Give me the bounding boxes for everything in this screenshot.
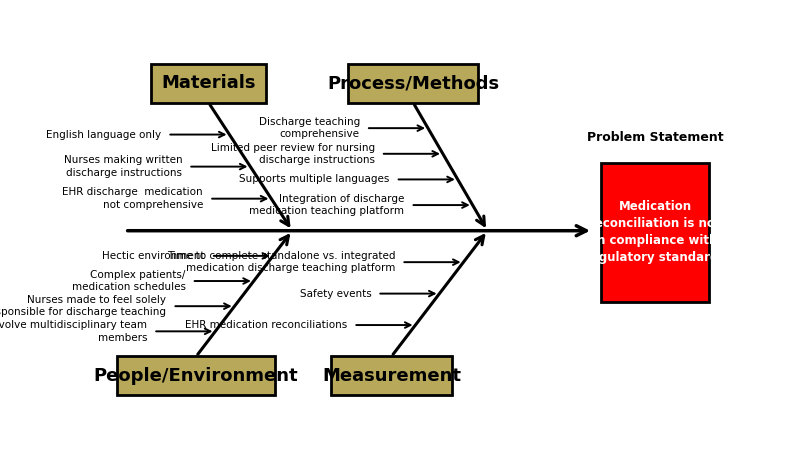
FancyBboxPatch shape (331, 356, 452, 395)
Text: Involve multidisciplinary team
members: Involve multidisciplinary team members (0, 320, 147, 342)
FancyBboxPatch shape (151, 64, 266, 103)
Text: EHR discharge  medication
not comprehensive: EHR discharge medication not comprehensi… (62, 188, 203, 210)
Text: Complex patients/
medication schedules: Complex patients/ medication schedules (71, 270, 186, 292)
Text: Nurses making written
discharge instructions: Nurses making written discharge instruct… (63, 155, 182, 178)
Text: Materials: Materials (162, 74, 256, 92)
Text: Integration of discharge
medication teaching platform: Integration of discharge medication teac… (250, 194, 405, 216)
Text: Hectic environment: Hectic environment (102, 251, 205, 261)
FancyBboxPatch shape (348, 64, 478, 103)
Text: EHR medication reconciliations: EHR medication reconciliations (185, 320, 347, 330)
Text: Time to complete standalone vs. integrated
medication discharge teaching platfor: Time to complete standalone vs. integrat… (166, 251, 395, 273)
Text: People/Environment: People/Environment (94, 367, 298, 385)
Text: Problem Statement: Problem Statement (586, 130, 723, 144)
Text: Safety events: Safety events (299, 288, 371, 299)
Text: Measurement: Measurement (322, 367, 461, 385)
Text: Limited peer review for nursing
discharge instructions: Limited peer review for nursing discharg… (210, 143, 374, 165)
Text: Nurses made to feel solely
responsible for discharge teaching: Nurses made to feel solely responsible f… (0, 295, 166, 317)
Text: Discharge teaching
comprehensive: Discharge teaching comprehensive (258, 117, 360, 140)
Text: English language only: English language only (46, 130, 162, 140)
FancyBboxPatch shape (117, 356, 275, 395)
Text: Medication
reconciliation is not
in compliance with
regulatory standards: Medication reconciliation is not in comp… (585, 200, 726, 265)
Text: Process/Methods: Process/Methods (327, 74, 499, 92)
FancyBboxPatch shape (601, 163, 710, 302)
Text: Supports multiple languages: Supports multiple languages (239, 175, 390, 184)
